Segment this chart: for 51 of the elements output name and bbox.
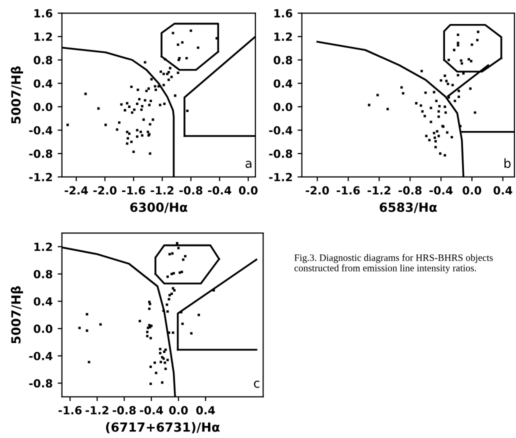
y-tick-label: 0.4 — [274, 79, 292, 88]
y-tick-label: -0.4 — [29, 352, 52, 360]
annotation: c — [254, 380, 260, 388]
y-tick-label: -1.2 — [29, 172, 52, 182]
y-tick-label: 1.2 — [274, 32, 292, 41]
y-tick-label: 0.8 — [34, 56, 52, 64]
x-axis-title: 6300/Hα — [130, 202, 188, 213]
x-tick-label: -1.2 — [86, 406, 108, 414]
y-tick-label: -0.8 — [29, 379, 52, 388]
x-tick-label: 0.4 — [494, 186, 512, 195]
x-tick-label: 0.0 — [238, 186, 258, 195]
x-tick-label: -0.8 — [398, 186, 422, 195]
x-tick-label: -1.6 — [122, 186, 146, 195]
x-tick-label: -1.6 — [336, 186, 360, 195]
caption: Fig.3. Diagnostic diagrams for HRS-BHRS objects constructed from emission line intensity ratios. — [294, 254, 493, 274]
y-tick-label: -0.4 — [269, 126, 292, 135]
x-tick-label: -0.8 — [112, 406, 136, 414]
x-tick-label: -2.4 — [64, 186, 88, 194]
y-tick-label: 1.6 — [274, 9, 292, 18]
x-tick-label: -0.8 — [179, 186, 202, 195]
x-tick-label: 0.4 — [196, 406, 215, 414]
x-tick-label: -2.0 — [93, 186, 117, 195]
y-tick-label: -0.4 — [29, 126, 52, 135]
x-tick-label: -1.2 — [150, 186, 174, 194]
y-tick-label: 1.2 — [34, 242, 52, 251]
y-tick-label: 0.4 — [34, 297, 52, 306]
x-axis-title: (6717+6731)/Hα — [106, 422, 220, 434]
x-tick-label: -0.4 — [208, 186, 232, 195]
annotation: a — [246, 160, 252, 168]
x-axis-title: 6583/Hα — [380, 202, 437, 213]
x-tick-label: 0.0 — [169, 406, 188, 414]
y-tick-label: -1.2 — [269, 172, 292, 182]
annotation: b — [504, 158, 511, 168]
x-tick-label: 0.0 — [462, 186, 482, 195]
y-tick-label: 0.4 — [34, 79, 52, 88]
y-axis-title: 5007/Hβ — [10, 66, 24, 124]
y-tick-label: 0.0 — [34, 324, 52, 333]
y-tick-label: 1.6 — [34, 9, 52, 18]
y-tick-label: 1.2 — [34, 32, 52, 41]
x-tick-label: -1.2 — [368, 186, 390, 194]
y-axis-title: 5007/Hβ — [10, 286, 24, 344]
y-tick-label: 0.0 — [34, 102, 52, 112]
x-tick-label: -0.4 — [140, 406, 163, 414]
x-tick-label: -2.0 — [306, 186, 329, 195]
y-tick-label: 0.8 — [34, 270, 52, 278]
x-tick-label: -0.4 — [429, 186, 453, 195]
y-tick-label: 0.8 — [274, 56, 292, 64]
x-tick-label: -1.6 — [58, 406, 82, 414]
y-tick-label: 0.0 — [274, 102, 292, 112]
y-tick-label: -0.8 — [269, 150, 292, 158]
y-tick-label: -0.8 — [29, 150, 52, 158]
